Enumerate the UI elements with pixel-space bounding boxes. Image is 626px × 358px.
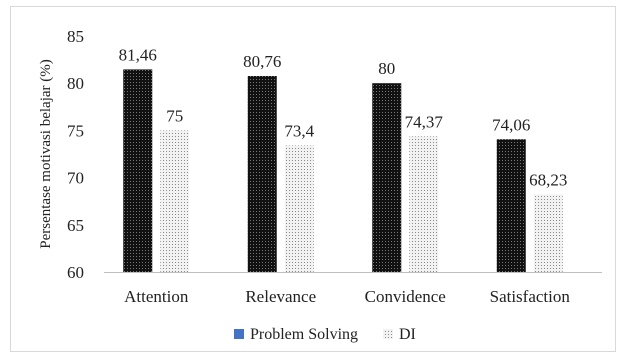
data-label: 80,76 (243, 52, 281, 71)
data-label: 80 (378, 59, 395, 78)
data-label: 73,4 (284, 122, 314, 141)
bar-di (160, 130, 190, 272)
x-tick-label: Relevance (245, 287, 316, 306)
data-label: 68,23 (529, 170, 567, 189)
legend-label-di: DI (399, 326, 416, 343)
y-tick-label: 60 (67, 263, 84, 282)
legend-label-problem-solving: Problem Solving (250, 326, 358, 343)
bar-problem-solving (496, 139, 526, 272)
data-label: 81,46 (119, 45, 157, 64)
y-tick-label: 70 (67, 169, 84, 188)
bar-di (533, 194, 563, 272)
x-tick-label: Convidence (365, 287, 446, 306)
legend-swatch-problem-solving (234, 329, 244, 339)
y-tick-label: 85 (67, 27, 84, 46)
bar-di (409, 136, 439, 272)
bar-problem-solving (247, 76, 277, 272)
y-tick-label: 75 (67, 121, 84, 140)
y-tick-label: 80 (67, 74, 84, 93)
bar-problem-solving (372, 83, 402, 272)
x-tick-label: Attention (124, 287, 189, 306)
data-label: 75 (166, 106, 183, 125)
data-label: 74,06 (492, 115, 530, 134)
legend-swatch-di (383, 329, 393, 339)
x-tick-label: Satisfaction (490, 287, 571, 306)
y-axis-label: Persentase motivasi belajar (%) (38, 59, 54, 249)
bar-di (284, 145, 314, 272)
y-tick-label: 65 (67, 216, 84, 235)
bar-problem-solving (123, 69, 153, 272)
data-label: 74,37 (405, 112, 444, 131)
